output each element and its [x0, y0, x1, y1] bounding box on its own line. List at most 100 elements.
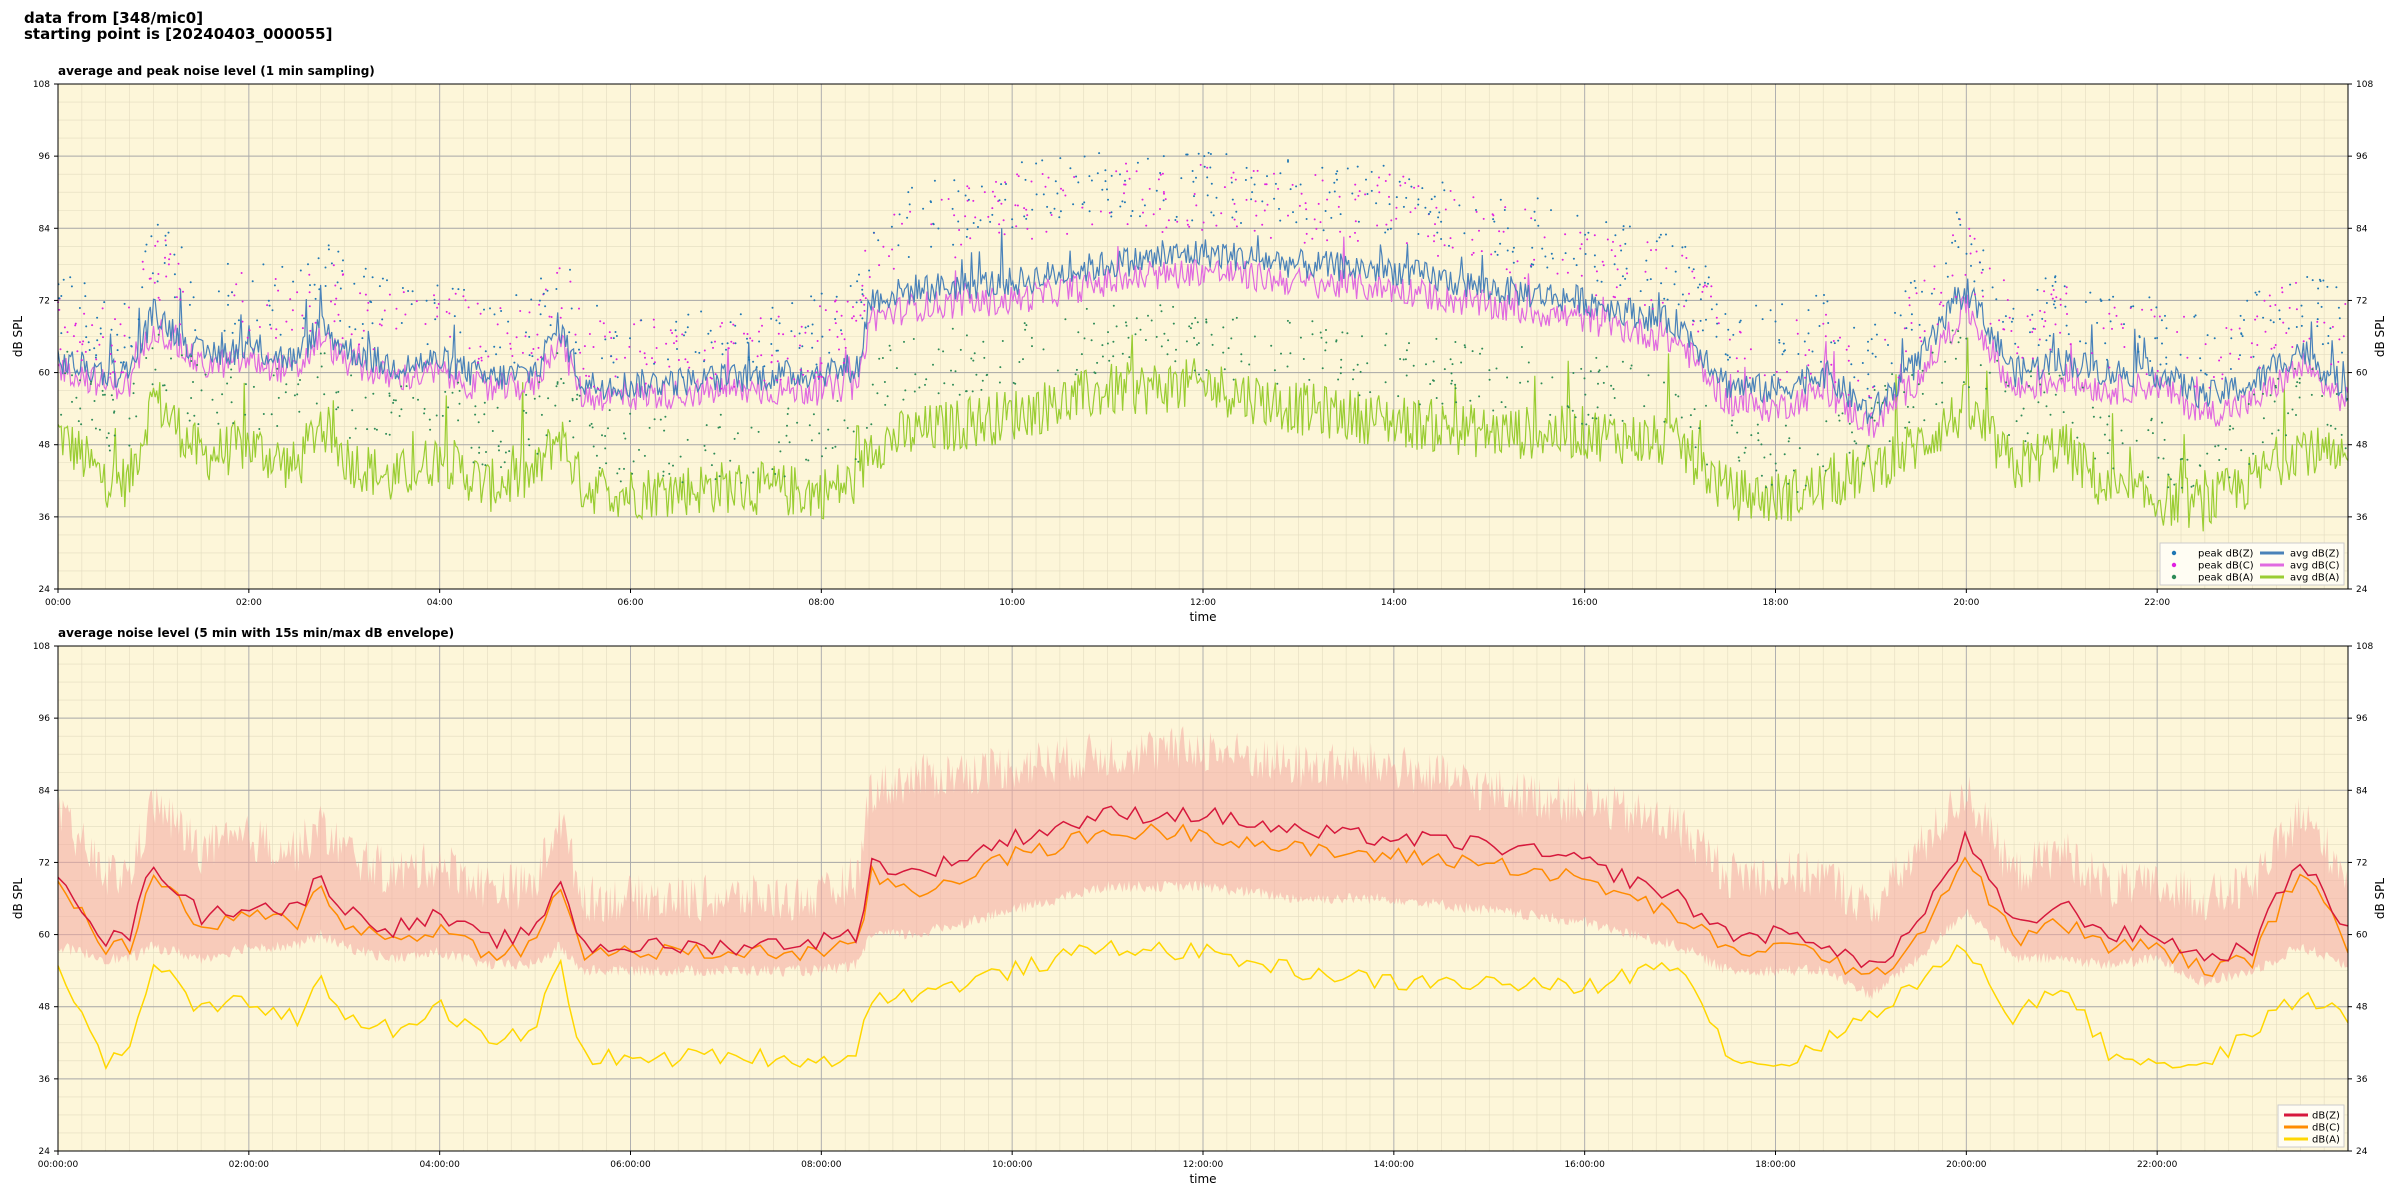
peak-point — [351, 409, 354, 412]
peak-point — [484, 350, 487, 353]
peak-point — [568, 420, 571, 423]
peak-point — [1915, 292, 1918, 295]
peak-point — [2228, 476, 2231, 479]
peak-point — [952, 383, 954, 386]
peak-point — [1211, 343, 1214, 346]
peak-point — [1530, 217, 1533, 220]
peak-point — [309, 329, 312, 332]
peak-point — [539, 356, 542, 359]
peak-point — [1005, 183, 1007, 185]
peak-point — [1593, 234, 1596, 237]
peak-point — [698, 351, 701, 354]
peak-point — [703, 349, 706, 352]
peak-point — [2084, 342, 2087, 345]
peak-point — [1851, 431, 1853, 434]
peak-point — [1421, 187, 1424, 190]
peak-point — [1202, 221, 1205, 224]
peak-point — [1643, 405, 1646, 408]
peak-point — [508, 450, 511, 453]
peak-point — [1952, 234, 1954, 237]
peak-point — [2255, 293, 2258, 296]
peak-point — [1576, 214, 1579, 217]
peak-point — [1408, 178, 1411, 181]
peak-point — [2032, 327, 2035, 330]
peak-point — [444, 390, 447, 393]
peak-point — [1761, 318, 1764, 321]
peak-point — [2326, 285, 2329, 288]
peak-point — [2052, 303, 2055, 306]
peak-point — [1847, 359, 1850, 362]
peak-point — [864, 249, 867, 252]
peak-point — [1107, 331, 1109, 334]
peak-point — [1661, 301, 1664, 304]
peak-point — [1240, 353, 1243, 356]
peak-point — [1160, 310, 1163, 313]
peak-point — [2048, 334, 2051, 337]
peak-point — [58, 308, 61, 311]
peak-point — [752, 471, 755, 474]
peak-point — [2317, 302, 2320, 305]
peak-point — [2108, 312, 2111, 315]
peak-point — [2262, 417, 2265, 420]
peak-point — [771, 354, 773, 357]
peak-point — [60, 332, 63, 335]
peak-point — [864, 297, 867, 300]
peak-point — [2330, 363, 2333, 366]
peak-point — [459, 331, 462, 334]
peak-point — [1945, 262, 1947, 265]
peak-point — [1357, 220, 1360, 223]
peak-point — [1251, 191, 1254, 194]
peak-point — [333, 320, 336, 323]
peak-point — [2334, 427, 2337, 430]
peak-point — [1172, 322, 1175, 325]
peak-point — [1550, 209, 1552, 212]
peak-point — [736, 432, 739, 435]
peak-point — [743, 332, 745, 335]
peak-point — [1295, 221, 1298, 224]
peak-point — [1427, 235, 1430, 238]
peak-point — [1651, 307, 1654, 310]
peak-point — [519, 310, 522, 312]
peak-point — [865, 426, 868, 429]
peak-point — [849, 285, 852, 287]
peak-point — [855, 319, 858, 322]
peak-point — [1385, 332, 1388, 335]
peak-point — [405, 385, 408, 388]
peak-point — [395, 307, 398, 310]
peak-point — [1975, 250, 1978, 253]
peak-point — [1543, 236, 1546, 239]
peak-point — [1995, 298, 1998, 301]
peak-point — [1957, 246, 1960, 249]
peak-point — [1172, 305, 1175, 308]
peak-point — [1965, 252, 1968, 255]
peak-point — [1598, 369, 1601, 372]
peak-point — [776, 349, 779, 352]
peak-point — [2291, 346, 2294, 348]
peak-point — [1830, 341, 1833, 344]
peak-point — [1127, 336, 1130, 339]
peak-point — [158, 298, 161, 301]
peak-point — [2002, 320, 2004, 323]
peak-point — [2120, 429, 2123, 432]
peak-point — [987, 215, 990, 218]
peak-point — [1167, 339, 1170, 342]
peak-point — [1939, 301, 1942, 304]
peak-point — [194, 329, 197, 332]
peak-point — [122, 361, 125, 364]
peak-point — [969, 237, 972, 240]
peak-point — [177, 262, 180, 265]
peak-point — [2212, 376, 2215, 378]
peak-point — [1081, 206, 1084, 209]
peak-point — [550, 316, 553, 318]
peak-point — [1783, 453, 1786, 456]
peak-point — [991, 213, 994, 216]
peak-point — [1206, 176, 1209, 179]
peak-point — [481, 463, 484, 466]
peak-point — [1144, 339, 1147, 341]
peak-point — [779, 450, 782, 453]
peak-point — [1698, 283, 1701, 286]
peak-point — [686, 326, 689, 329]
peak-point — [386, 279, 388, 282]
peak-point — [798, 332, 801, 335]
peak-point — [1666, 298, 1669, 301]
